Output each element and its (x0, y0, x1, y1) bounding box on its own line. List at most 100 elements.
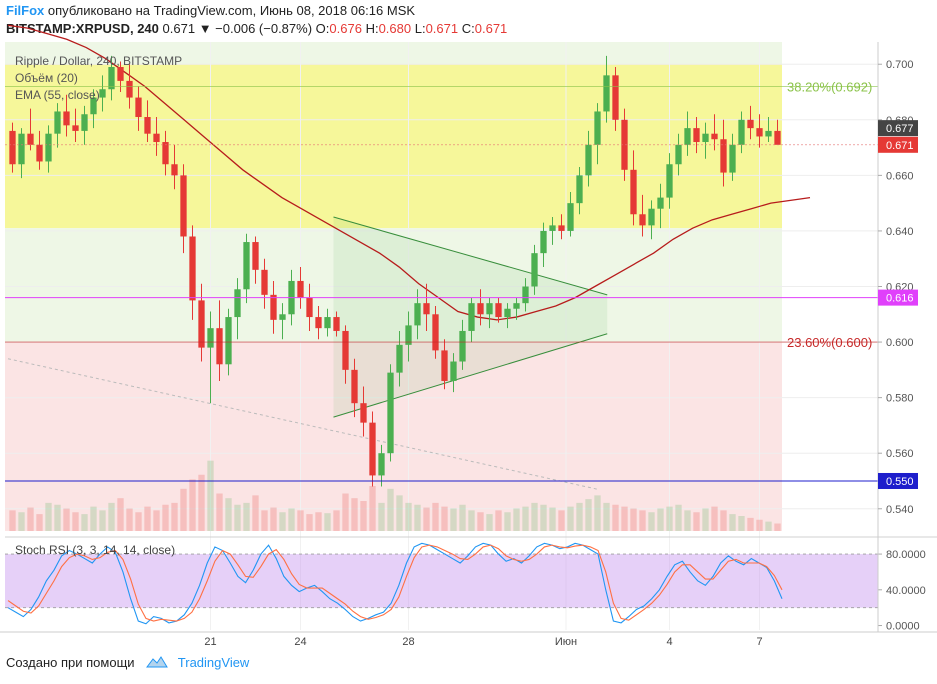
candle-body (180, 175, 187, 237)
volume-bar (333, 510, 340, 531)
candle-body (459, 330, 466, 362)
candle-body (468, 303, 475, 331)
volume-bar (216, 493, 223, 531)
candle-body (486, 303, 493, 315)
price-tag-label-3: 0.550 (886, 476, 914, 488)
candle-body (387, 372, 394, 454)
candle-body (621, 119, 628, 170)
price-tag-label-1: 0.671 (886, 140, 914, 152)
candle-body (684, 128, 691, 145)
candle-body (153, 133, 160, 143)
candle-body (9, 130, 16, 165)
volume-bar (27, 507, 34, 531)
candle-body (54, 111, 61, 134)
volume-bar (162, 504, 169, 531)
candle-body (729, 144, 736, 173)
candle-body (567, 203, 574, 231)
volume-bar (432, 502, 439, 531)
stoch-line-1 (7, 544, 783, 622)
candle-body (360, 403, 367, 423)
candle-body (99, 89, 106, 98)
candle-body (639, 214, 646, 226)
legend-title: Ripple / Dollar, 240, BITSTAMP (15, 54, 182, 68)
x-tick-label-0: 21 (204, 636, 216, 648)
made-with-label: Создано при помощи (6, 655, 135, 670)
volume-bar (36, 514, 43, 531)
volume-bar (369, 486, 376, 531)
candle-body (234, 289, 241, 318)
candle-body (657, 197, 664, 209)
volume-bar (711, 506, 718, 531)
legend-ema: EMA (55, close) (15, 88, 100, 102)
candle-body (495, 303, 502, 318)
tradingview-link[interactable]: TradingView (177, 655, 250, 670)
volume-bar (351, 498, 358, 531)
stoch-band (5, 554, 878, 608)
volume-bar (612, 504, 619, 531)
candle-body (189, 236, 196, 301)
volume-bar (243, 502, 250, 531)
x-tick-label-5: 7 (756, 636, 762, 648)
publish-info: опубликовано на TradingView.com, Июнь 08… (47, 3, 416, 18)
candle-body (135, 97, 142, 118)
candle-body (342, 330, 349, 370)
stoch-y-label-2: 0.0000 (886, 621, 920, 633)
fib-labels: 38.20%(0.692) 23.60%(0.600) (787, 79, 872, 350)
volume-bar (72, 512, 79, 531)
tradingview-logo-icon (146, 655, 169, 672)
volume-bar (423, 507, 430, 531)
volume-bar (387, 488, 394, 531)
candle-body (369, 422, 376, 476)
volume-bar (9, 510, 16, 531)
ema-layer (7, 24, 811, 321)
main-pane-background (5, 42, 782, 531)
candle-body (315, 317, 322, 329)
volume-bar (504, 512, 511, 531)
candle-body (36, 144, 43, 162)
candle-body (72, 125, 79, 131)
volume-bar (189, 479, 196, 531)
candle-body (270, 294, 277, 320)
volume-bar (279, 512, 286, 531)
author-link[interactable]: FilFox (6, 3, 45, 18)
candle-body (576, 175, 583, 204)
candle-body (594, 111, 601, 145)
volume-bar (621, 506, 628, 531)
close-label: C: (461, 21, 475, 36)
open-label: O: (315, 21, 330, 36)
volume-bar (297, 510, 304, 531)
candle-body (162, 142, 169, 165)
candle-body (279, 314, 286, 320)
volume-bar (126, 508, 133, 531)
volume-bar (198, 474, 205, 531)
volume-bar (684, 510, 691, 531)
candle-body (702, 133, 709, 143)
volume-bar (63, 508, 70, 531)
candle-body (603, 75, 610, 112)
volume-bar (675, 504, 682, 531)
volume-bar (207, 460, 214, 531)
volume-bar (513, 508, 520, 531)
volume-bar (585, 499, 592, 531)
candle-body (540, 230, 547, 254)
candle-body (216, 328, 223, 365)
chart-canvas[interactable]: 38.20%(0.692)23.60%(0.600) 80.000040.000… (0, 0, 937, 650)
y-tick-label-6: 0.580 (886, 393, 914, 405)
volume-bar (657, 508, 664, 531)
close-value: 0.671 (474, 21, 508, 36)
x-tick-label-1: 24 (294, 636, 306, 648)
volume-bar (342, 493, 349, 531)
candle-body (612, 75, 619, 120)
candle-body (405, 325, 412, 345)
zone-top (5, 42, 782, 65)
candle-body (756, 128, 763, 137)
candle-body (378, 453, 385, 476)
volume-bar (630, 508, 637, 531)
volume-bar (378, 502, 385, 531)
legend-volume: Объём (20) (15, 71, 78, 85)
volume-bar (324, 513, 331, 531)
x-tick-label-2: 28 (402, 636, 414, 648)
stoch-line-0 (7, 542, 783, 625)
candle-body (747, 119, 754, 129)
volume-bar (549, 507, 556, 531)
